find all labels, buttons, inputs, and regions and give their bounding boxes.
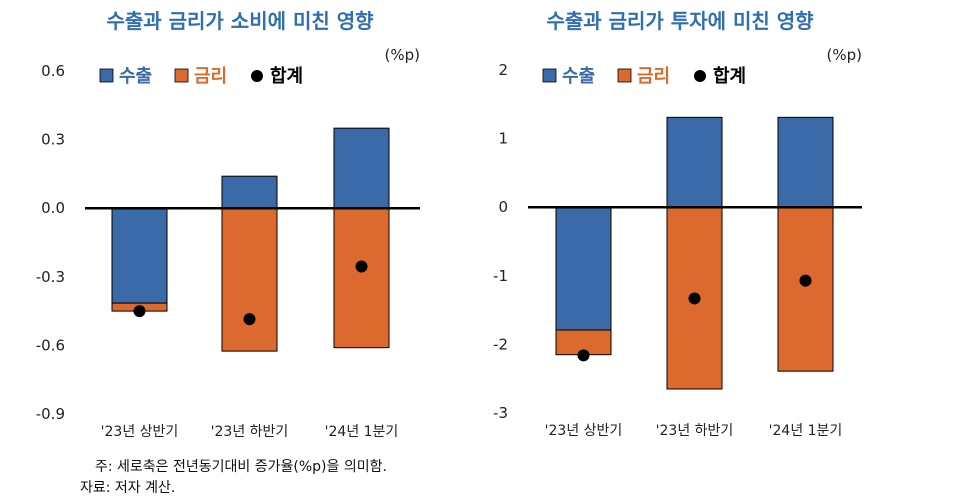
legend-label-total: 합계 [270, 65, 303, 87]
legend-dot-total [251, 70, 263, 82]
y-tick-label: 0 [498, 198, 508, 216]
y-tick-label: 0.6 [41, 62, 65, 80]
bar-export [555, 206, 612, 331]
y-tick-label: 2 [498, 61, 508, 79]
bar-export [333, 127, 390, 209]
legend-label-rate: 금리 [194, 66, 227, 87]
legend-swatch-rate [617, 68, 632, 83]
y-tick-label: 1 [498, 130, 508, 148]
legend-swatch-export [542, 68, 557, 83]
total-dot [355, 260, 368, 273]
category-label: '24년 1분기 [325, 424, 399, 440]
y-tick-label: -1 [493, 267, 508, 285]
y-tick-label: -0.9 [36, 405, 65, 423]
y-tick-label: -3 [493, 404, 508, 422]
y-tick-label: 0.3 [41, 131, 65, 149]
legend-dot-total [694, 70, 706, 82]
unit-label: (%p) [385, 46, 420, 64]
legend-label-export: 수출 [119, 66, 152, 87]
bar-export [221, 175, 278, 209]
category-label: '23년 하반기 [211, 424, 289, 440]
legend-swatch-rate [174, 68, 189, 83]
legend-label-total: 합계 [713, 65, 746, 87]
unit-label: (%p) [827, 46, 862, 64]
total-dot [133, 305, 146, 318]
legend-label-rate: 금리 [637, 66, 670, 87]
bar-export [666, 116, 723, 208]
y-tick-label: -2 [493, 335, 508, 353]
legend-label-export: 수출 [562, 66, 595, 87]
bar-export [111, 207, 168, 304]
category-label: '24년 1분기 [769, 423, 843, 439]
y-tick-label: 0.0 [41, 199, 65, 217]
note-text: 주: 세로축은 전년동기대비 증가율(%p)을 의미함. [95, 459, 387, 475]
category-label: '23년 상반기 [545, 423, 623, 439]
category-label: '23년 상반기 [101, 424, 179, 440]
bar-rate [777, 206, 834, 372]
legend-swatch-export [99, 68, 114, 83]
y-tick-label: -0.6 [36, 336, 65, 354]
category-label: '23년 하반기 [656, 423, 734, 439]
chart-title: 수출과 금리가 소비에 미친 영향 [106, 9, 374, 33]
total-dot [243, 313, 256, 326]
chart-title: 수출과 금리가 투자에 미친 영향 [546, 9, 814, 33]
total-dot [799, 274, 812, 287]
bar-rate [333, 207, 390, 349]
bar-export [777, 116, 834, 208]
y-tick-label: -0.3 [36, 268, 65, 286]
total-dot [688, 292, 701, 305]
bar-rate [221, 207, 278, 352]
total-dot [577, 349, 590, 362]
source-text: 자료: 저자 계산. [80, 480, 175, 496]
